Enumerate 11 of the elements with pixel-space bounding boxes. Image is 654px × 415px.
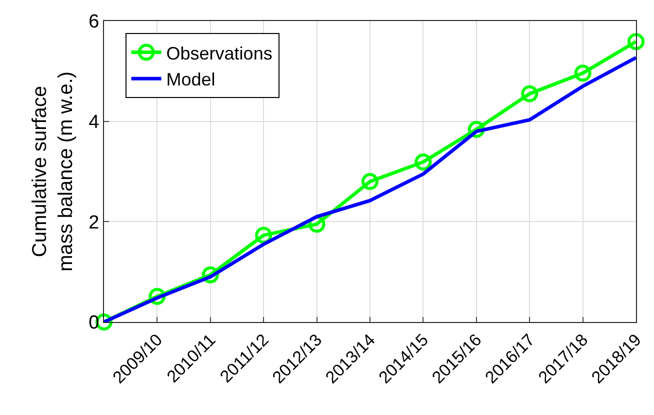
legend-label: Model (166, 70, 216, 90)
legend-label: Observations (166, 43, 272, 64)
y-tick-label: 6 (88, 12, 100, 33)
y-axis-title: Cumulative surface mass balance (m w.e.) (29, 71, 78, 272)
y-tick-label: 2 (88, 212, 100, 234)
point (574, 64, 592, 82)
point (414, 153, 432, 170)
point (521, 85, 538, 102)
point (362, 173, 378, 190)
y-tick-label: 4 (88, 112, 100, 133)
point (628, 33, 644, 50)
